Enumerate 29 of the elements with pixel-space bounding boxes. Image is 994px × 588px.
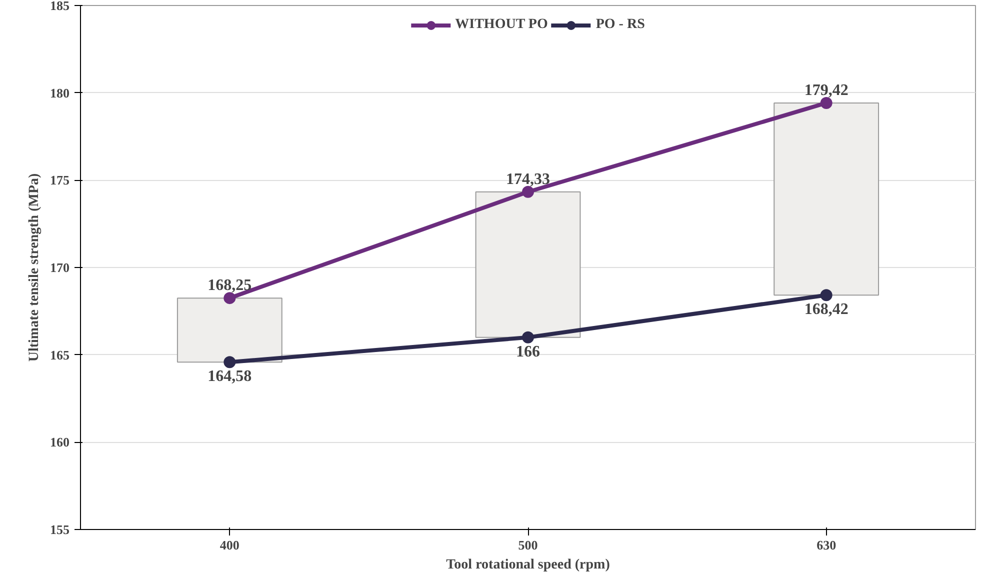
y-tick-label: 170: [50, 260, 70, 275]
legend-label: PO - RS: [596, 17, 645, 33]
data-label: 174,33: [506, 170, 550, 188]
point: [224, 292, 236, 304]
data-label: 164,58: [208, 368, 252, 386]
x-axis-title: Tool rotational speed (rpm): [446, 558, 610, 572]
point: [522, 331, 534, 344]
data-label: 179,42: [804, 82, 848, 99]
y-tick-label: 160: [50, 434, 70, 450]
point: [820, 96, 832, 109]
data-label: 166: [516, 343, 540, 360]
point: [522, 186, 534, 198]
y-tick-label: 175: [50, 172, 70, 188]
y-tick-label: 165: [50, 347, 70, 362]
data-label: 168,42: [804, 301, 848, 318]
y-axis-title: Ultimate tensile strength (MPa): [27, 173, 42, 362]
y-tick-label: 155: [50, 522, 70, 537]
data-label: 168,25: [208, 277, 252, 294]
bar: [774, 102, 880, 296]
x-tick-label: 630: [816, 538, 836, 552]
y-tick-label: 180: [50, 85, 70, 100]
y-tick-label: 185: [50, 0, 70, 13]
point: [820, 289, 832, 302]
point: [224, 356, 236, 368]
x-tick-label: 400: [220, 538, 240, 552]
legend-label: WITHOUT PO: [455, 17, 548, 33]
x-tick-label: 500: [518, 538, 538, 552]
bar: [475, 191, 581, 338]
bar: [176, 298, 282, 363]
